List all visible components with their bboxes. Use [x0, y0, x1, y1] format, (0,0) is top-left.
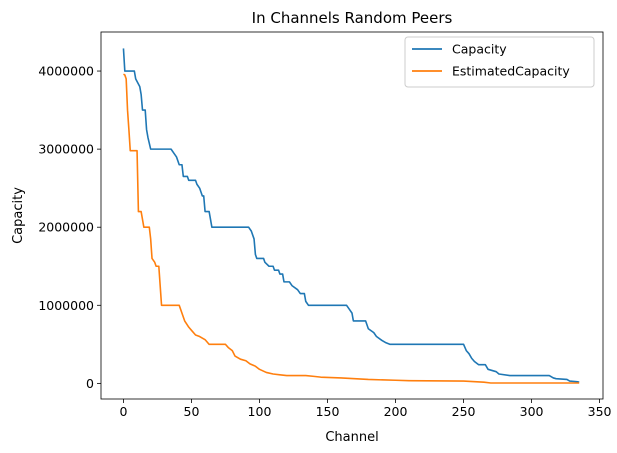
plot-area: 0 50 100 150 200 250 300 350 0 1000000 2000000 3000…	[38, 31, 612, 419]
x-tick-label: 0	[119, 404, 127, 419]
y-tick-label: 4000000	[38, 64, 94, 79]
x-tick-label: 150	[316, 404, 340, 419]
x-tick-label: 200	[384, 404, 408, 419]
series-line-capacity	[122, 48, 580, 383]
y-tick-label: 3000000	[38, 142, 94, 157]
x-tick-label: 50	[184, 404, 200, 419]
chart-title: In Channels Random Peers	[252, 9, 453, 27]
y-tick-label: 2000000	[38, 220, 94, 235]
legend-label-estimated-capacity: EstimatedCapacity	[452, 64, 570, 79]
legend: Capacity EstimatedCapacity	[404, 36, 595, 88]
x-tick-label: 300	[520, 404, 544, 419]
x-tick-label: 250	[452, 404, 476, 419]
y-tick-label: 0	[86, 376, 94, 391]
y-tick-label: 1000000	[38, 298, 94, 313]
x-tick-label: 100	[248, 404, 272, 419]
series-line-estimated-capacity	[123, 73, 580, 384]
legend-label-capacity: Capacity	[452, 42, 507, 57]
plot-frame	[100, 31, 604, 400]
legend-box	[404, 36, 595, 88]
x-tick-label: 350	[588, 404, 612, 419]
series-lines	[122, 48, 580, 384]
x-axis-title: Channel	[325, 430, 378, 445]
plot-background	[101, 32, 603, 399]
y-axis-title: Capacity	[11, 187, 26, 244]
